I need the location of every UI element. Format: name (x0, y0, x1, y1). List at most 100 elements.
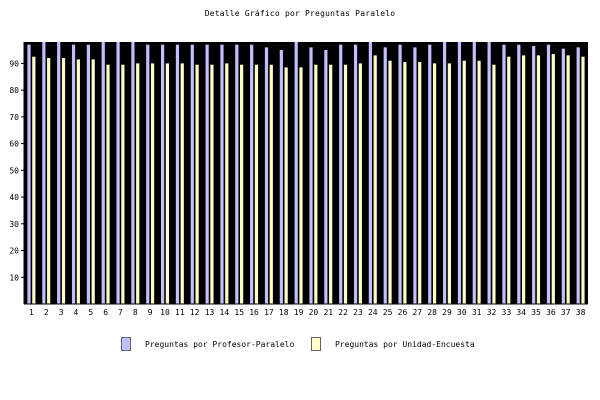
bar-unidad-22 (343, 64, 348, 304)
legend-item-profesor: Preguntas por Profesor-Paralelo (121, 337, 294, 351)
x-tick-label-1: 1 (29, 308, 34, 317)
bar-unidad-14 (225, 63, 229, 304)
bar-unidad-8 (136, 63, 140, 304)
bar-profesor-20 (309, 47, 313, 304)
x-tick-label-27: 27 (412, 308, 422, 317)
bar-unidad-27 (418, 62, 422, 304)
bar-profesor-13 (205, 44, 209, 305)
bar-unidad-2 (47, 58, 51, 304)
bar-unidad-6 (106, 64, 110, 304)
bar-profesor-28 (428, 44, 432, 305)
x-tick-label-29: 29 (442, 308, 452, 317)
x-tick-label-9: 9 (148, 308, 153, 317)
bar-unidad-19 (299, 67, 303, 305)
bar-profesor-34 (517, 44, 521, 305)
x-tick-label-33: 33 (502, 308, 512, 317)
bar-profesor-4 (71, 44, 76, 305)
bar-unidad-1 (32, 56, 36, 305)
bar-unidad-32 (492, 64, 496, 304)
x-tick-label-25: 25 (383, 308, 393, 317)
bar-unidad-11 (180, 63, 184, 304)
bar-unidad-21 (329, 64, 333, 304)
x-tick-label-13: 13 (205, 308, 215, 317)
bar-profesor-33 (502, 44, 506, 305)
bar-profesor-16 (250, 44, 254, 305)
bar-profesor-19 (294, 42, 298, 304)
legend-label-unidad: Preguntas por Unidad-Encuesta (335, 339, 475, 349)
x-tick-label-3: 3 (59, 308, 64, 317)
bar-unidad-16 (254, 64, 259, 304)
x-tick-label-12: 12 (190, 308, 200, 317)
bar-unidad-9 (150, 63, 155, 304)
y-tick-label-90: 90 (9, 59, 19, 68)
x-tick-label-16: 16 (249, 308, 259, 317)
bar-unidad-30 (462, 60, 466, 305)
bar-unidad-18 (284, 67, 288, 305)
legend-label-profesor: Preguntas por Profesor-Paralelo (145, 339, 295, 349)
bar-profesor-35 (532, 46, 536, 304)
y-tick-label-40: 40 (9, 193, 19, 202)
y-tick-label-50: 50 (9, 166, 19, 175)
y-tick-label-10: 10 (9, 273, 19, 282)
x-tick-label-6: 6 (103, 308, 108, 317)
legend-swatch-unidad (311, 337, 321, 351)
bar-unidad-31 (477, 60, 481, 305)
x-tick-label-24: 24 (368, 308, 378, 317)
bar-unidad-15 (240, 64, 244, 304)
x-tick-label-4: 4 (74, 308, 79, 317)
x-tick-label-2: 2 (44, 308, 49, 317)
bar-profesor-17 (264, 47, 269, 304)
bar-unidad-29 (447, 63, 451, 304)
bar-unidad-38 (581, 56, 585, 305)
bar-profesor-2 (42, 42, 46, 304)
bar-profesor-5 (86, 44, 90, 305)
bar-profesor-38 (576, 47, 580, 304)
bar-profesor-12 (190, 44, 194, 305)
bar-profesor-8 (131, 42, 135, 304)
y-tick-label-80: 80 (9, 86, 19, 95)
bar-unidad-23 (358, 63, 362, 304)
x-tick-label-17: 17 (264, 308, 274, 317)
x-tick-label-26: 26 (398, 308, 408, 317)
bar-unidad-33 (507, 56, 511, 305)
bar-profesor-24 (368, 42, 372, 304)
x-tick-label-28: 28 (427, 308, 437, 317)
bar-unidad-10 (165, 63, 169, 304)
x-tick-label-30: 30 (457, 308, 467, 317)
bar-unidad-24 (373, 55, 377, 305)
bar-unidad-17 (269, 64, 273, 304)
y-tick-label-70: 70 (9, 113, 19, 122)
legend-item-unidad: Preguntas por Unidad-Encuesta (311, 337, 475, 351)
x-tick-label-11: 11 (175, 308, 185, 317)
bar-profesor-25 (383, 47, 387, 304)
bar-unidad-13 (210, 64, 214, 304)
bar-profesor-6 (101, 42, 105, 304)
x-tick-label-5: 5 (88, 308, 93, 317)
bar-profesor-3 (57, 42, 61, 304)
bar-unidad-25 (388, 60, 392, 305)
bar-profesor-29 (443, 42, 447, 304)
y-tick-label-20: 20 (9, 247, 19, 256)
bar-unidad-4 (76, 59, 80, 304)
x-tick-label-37: 37 (561, 308, 571, 317)
bar-profesor-31 (472, 42, 476, 304)
x-tick-label-32: 32 (487, 308, 497, 317)
bar-profesor-36 (546, 44, 551, 305)
bar-profesor-30 (457, 42, 462, 304)
chart-title: Detalle Gráfico por Preguntas Paralelo (204, 9, 396, 18)
bar-profesor-1 (27, 44, 31, 305)
bar-profesor-14 (220, 44, 224, 305)
bar-profesor-23 (353, 44, 358, 305)
x-tick-label-34: 34 (516, 308, 526, 317)
bar-profesor-22 (339, 44, 343, 305)
x-tick-label-36: 36 (546, 308, 556, 317)
x-tick-label-22: 22 (338, 308, 348, 317)
x-tick-label-14: 14 (220, 308, 230, 317)
x-tick-label-8: 8 (133, 308, 138, 317)
bar-profesor-27 (413, 47, 417, 304)
bar-unidad-35 (536, 55, 541, 305)
x-tick-label-18: 18 (279, 308, 289, 317)
x-tick-label-35: 35 (531, 308, 541, 317)
bar-unidad-34 (522, 55, 526, 305)
